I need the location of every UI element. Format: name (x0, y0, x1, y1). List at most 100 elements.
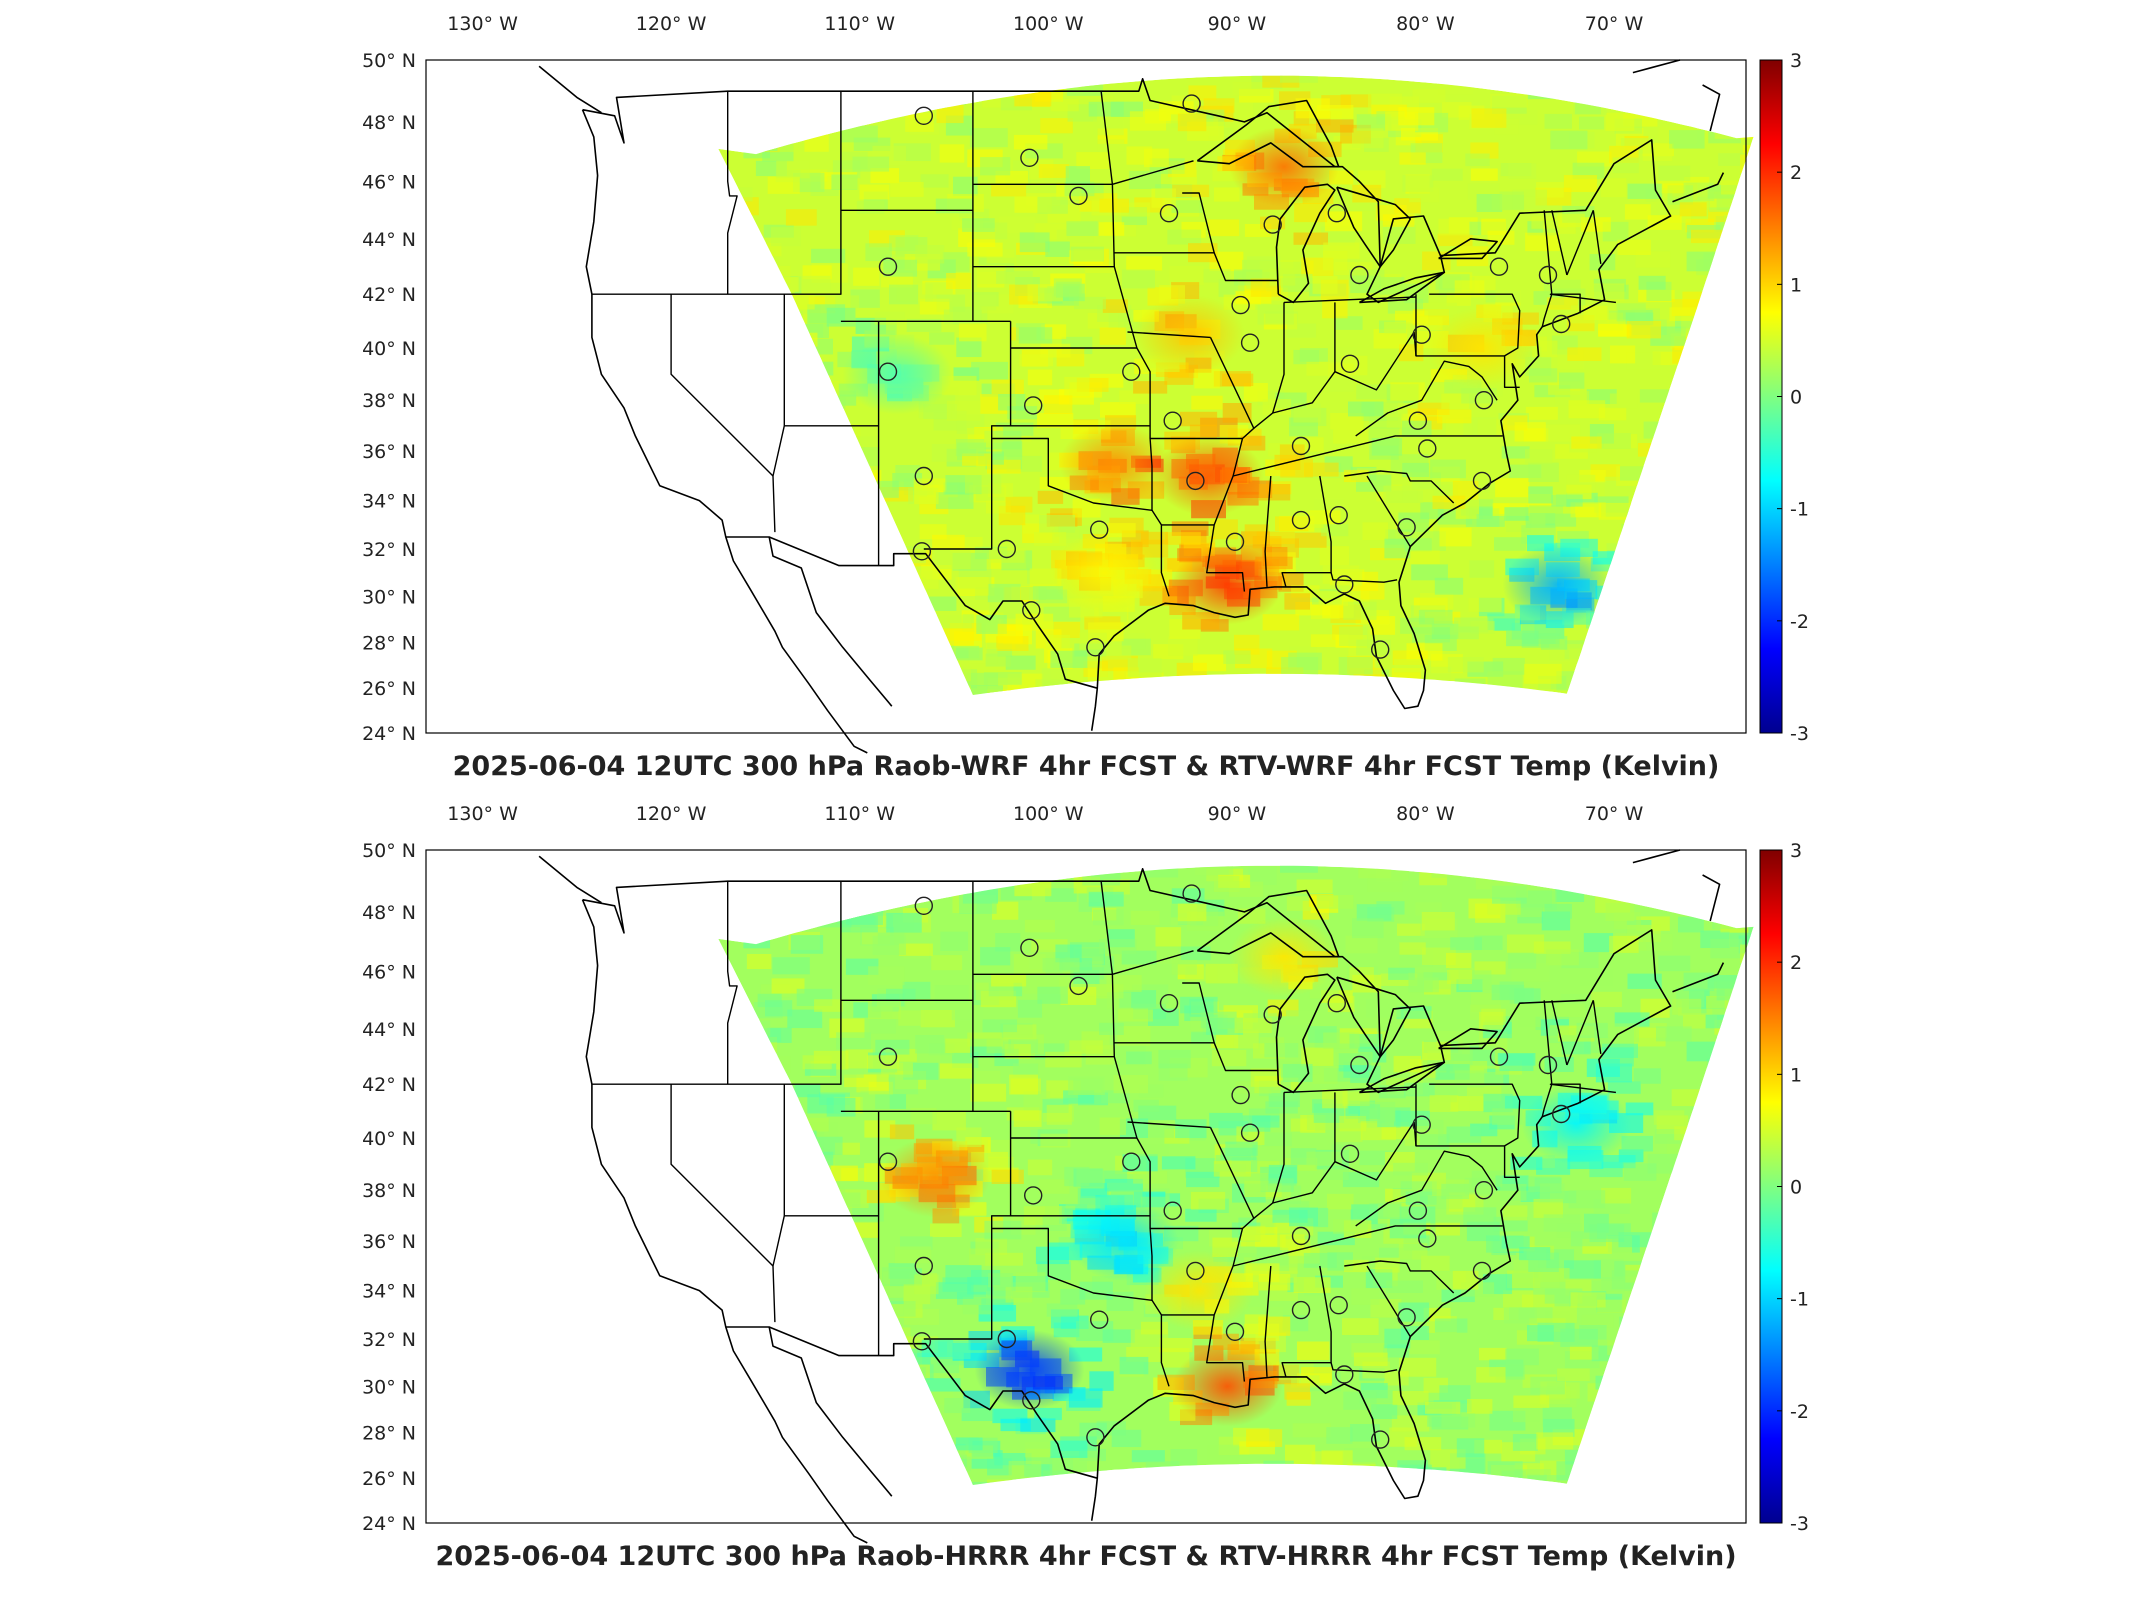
field-speck (1693, 100, 1729, 119)
field-speck (734, 870, 773, 890)
field-speck (1727, 1393, 1754, 1411)
lon-tick-label: 120° W (636, 13, 707, 35)
field-speck (760, 1055, 791, 1074)
field-speck (1240, 435, 1266, 451)
field-speck (898, 943, 933, 956)
field-speck (728, 1173, 764, 1191)
field-speck (1566, 474, 1596, 493)
field-speck (824, 1466, 850, 1480)
field-speck (1655, 436, 1690, 450)
field-speck (1079, 632, 1107, 650)
field-speck (1141, 531, 1168, 545)
coastline-mexico (538, 855, 602, 904)
field-speck (867, 1000, 901, 1020)
field-speck (1371, 1404, 1398, 1419)
field-speck (941, 666, 972, 682)
field-speck (1688, 553, 1717, 569)
field-speck (781, 686, 808, 695)
field-speck (1718, 1353, 1747, 1370)
field-speck (1626, 97, 1652, 111)
field-speck (1658, 1412, 1691, 1427)
field-speck (1375, 1257, 1400, 1273)
field-speck (1384, 321, 1411, 335)
field-speck (1348, 401, 1384, 417)
field-speck (753, 1467, 786, 1481)
raob-station-marker (1538, 265, 1558, 285)
field-speck (1180, 996, 1218, 1014)
field-speck (760, 107, 790, 120)
field-speck (1392, 1391, 1429, 1406)
field-speck (1099, 198, 1130, 213)
field-speck (744, 609, 776, 622)
field-speck (1296, 879, 1333, 894)
state-border (1592, 1000, 1602, 1054)
raob-station-marker (1472, 1261, 1492, 1281)
field-speck (1341, 355, 1368, 376)
field-speck (722, 1040, 749, 1057)
field-speck (1638, 1419, 1663, 1436)
raob-station-marker (997, 1329, 1016, 1349)
field-speck (840, 915, 878, 933)
field-speck (1222, 373, 1254, 386)
field-speck (1326, 1427, 1353, 1444)
field-speck (1441, 1183, 1470, 1199)
field-speck (1590, 991, 1622, 1008)
field-speck (1321, 1450, 1353, 1471)
field-speck (806, 536, 842, 549)
field-hotspot (1144, 1250, 1255, 1331)
field-speck (792, 332, 818, 347)
field-speck (886, 988, 916, 1002)
field-speck (1476, 1367, 1506, 1383)
field-speck (1200, 1011, 1237, 1029)
field-speck (1286, 323, 1317, 338)
field-speck (1126, 256, 1163, 271)
field-speck (1663, 541, 1689, 556)
field-speck (1672, 486, 1700, 500)
lat-tick-label: 44° N (362, 229, 416, 251)
field-speck (774, 396, 801, 414)
field-speck (1625, 1102, 1654, 1116)
field-speck (1682, 672, 1710, 688)
field-speck (844, 583, 879, 597)
field-speck (1223, 650, 1251, 664)
field-speck (1678, 533, 1705, 546)
field-speck (770, 1421, 800, 1439)
field-speck (1503, 1205, 1528, 1221)
field-speck (834, 1413, 861, 1431)
field-speck (1027, 369, 1053, 386)
field-speck (1015, 613, 1054, 631)
lon-tick-label: 90° W (1208, 803, 1267, 825)
field-speck (1124, 690, 1155, 695)
field-speck (1685, 1170, 1716, 1187)
great-lake-outline (1359, 1061, 1446, 1094)
field-speck (1499, 981, 1524, 1000)
field-speck (802, 1055, 832, 1070)
field-speck (1626, 887, 1652, 901)
field-speck (826, 1097, 856, 1117)
field-speck (719, 330, 750, 344)
field-speck (816, 101, 850, 119)
raob-station-marker (1069, 186, 1088, 206)
field-speck (1358, 865, 1392, 879)
map-geography (538, 59, 1725, 754)
field-speck (936, 104, 964, 124)
field-speck (1262, 614, 1300, 631)
field-speck (1165, 532, 1201, 545)
field-speck (897, 1474, 924, 1485)
field-speck (1447, 969, 1473, 985)
field-speck (1530, 1376, 1565, 1395)
state-border (1551, 210, 1568, 276)
field-speck (766, 604, 798, 619)
field-speck (814, 1397, 851, 1415)
field-speck (946, 273, 971, 290)
field-speck (1350, 1065, 1381, 1084)
field-speck (1263, 1460, 1294, 1479)
field-speck (1627, 973, 1662, 989)
lon-tick-label: 100° W (1013, 803, 1084, 825)
state-border (1151, 509, 1170, 597)
field-speck (1720, 397, 1753, 415)
field-speck (1243, 383, 1268, 402)
field-speck (749, 384, 774, 398)
field-speck (1666, 643, 1697, 663)
field-speck (750, 388, 788, 406)
